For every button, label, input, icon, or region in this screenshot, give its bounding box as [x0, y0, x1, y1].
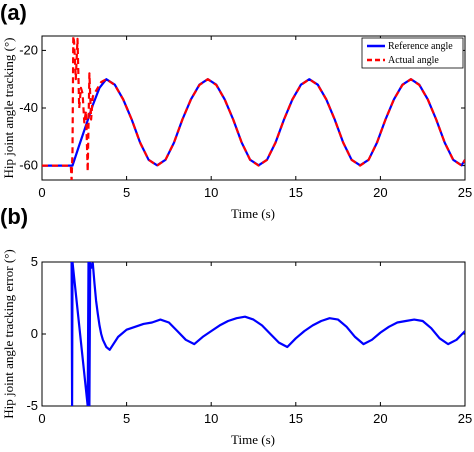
- panel-b-y-tick-label: 5: [31, 254, 38, 269]
- panel-a-series-line-1: [42, 78, 465, 167]
- panel-b-series-line-1: [70, 262, 465, 406]
- panel-b-series: [70, 262, 465, 406]
- panel-a-y-tick-label: -40: [19, 100, 38, 115]
- panel-a-y-tick-label: -20: [19, 42, 38, 57]
- panel-b-ticks: 0 5 10 15 20 25-505: [26, 254, 472, 426]
- panel-b-plot-frame: [41, 261, 466, 407]
- panel-a: (a) 0 5 10 15 20 25 -60 -40 -20 Time (s) Hip joi…: [0, 0, 472, 221]
- panel-b-x-tick-label: 15: [289, 411, 303, 426]
- panel-a-x-tick-label: 25: [458, 185, 472, 200]
- panel-b-y-tick-label: 0: [31, 326, 38, 341]
- panel-b-y-tick-label: -5: [26, 398, 38, 413]
- panel-a-x-tick-label: 0: [38, 185, 45, 200]
- legend-box: [361, 37, 464, 69]
- panel-a-y-tick-label: -60: [19, 158, 38, 173]
- panel-b-y-axis-label: Hip joint angle tracking error (°): [1, 249, 16, 418]
- panel-a-ticks: 0 5 10 15 20 25 -60 -40 -20: [19, 36, 472, 200]
- legend-label-reference: Reference angle: [388, 41, 453, 52]
- panel-b-x-tick-label: 10: [204, 411, 218, 426]
- panel-a-x-tick-label: 20: [373, 185, 387, 200]
- panel-b-x-tick-label: 0: [38, 411, 45, 426]
- panel-b-x-tick-label: 25: [458, 411, 472, 426]
- panel-b: (b) 0 5 10 15 20 25-505 Time (s) Hip joint an…: [0, 204, 472, 447]
- panel-a-x-axis-label: Time (s): [231, 206, 275, 221]
- panel-a-x-tick-label: 10: [204, 185, 218, 200]
- panel-b-x-tick-label: 5: [123, 411, 130, 426]
- panel-b-x-axis-label: Time (s): [231, 432, 275, 447]
- panel-a-x-tick-label: 5: [123, 185, 130, 200]
- panel-b-x-tick-label: 20: [373, 411, 387, 426]
- panel-a-series: [42, 36, 465, 180]
- panel-a-label: (a): [0, 0, 27, 25]
- legend: Reference angle Actual angle: [361, 37, 464, 69]
- panel-b-label: (b): [0, 204, 28, 229]
- panel-a-y-axis-label: Hip joint angle tracking (°): [1, 38, 16, 179]
- panel-a-series-line-2: [42, 36, 465, 180]
- panel-a-x-tick-label: 15: [289, 185, 303, 200]
- legend-label-actual: Actual angle: [388, 55, 439, 66]
